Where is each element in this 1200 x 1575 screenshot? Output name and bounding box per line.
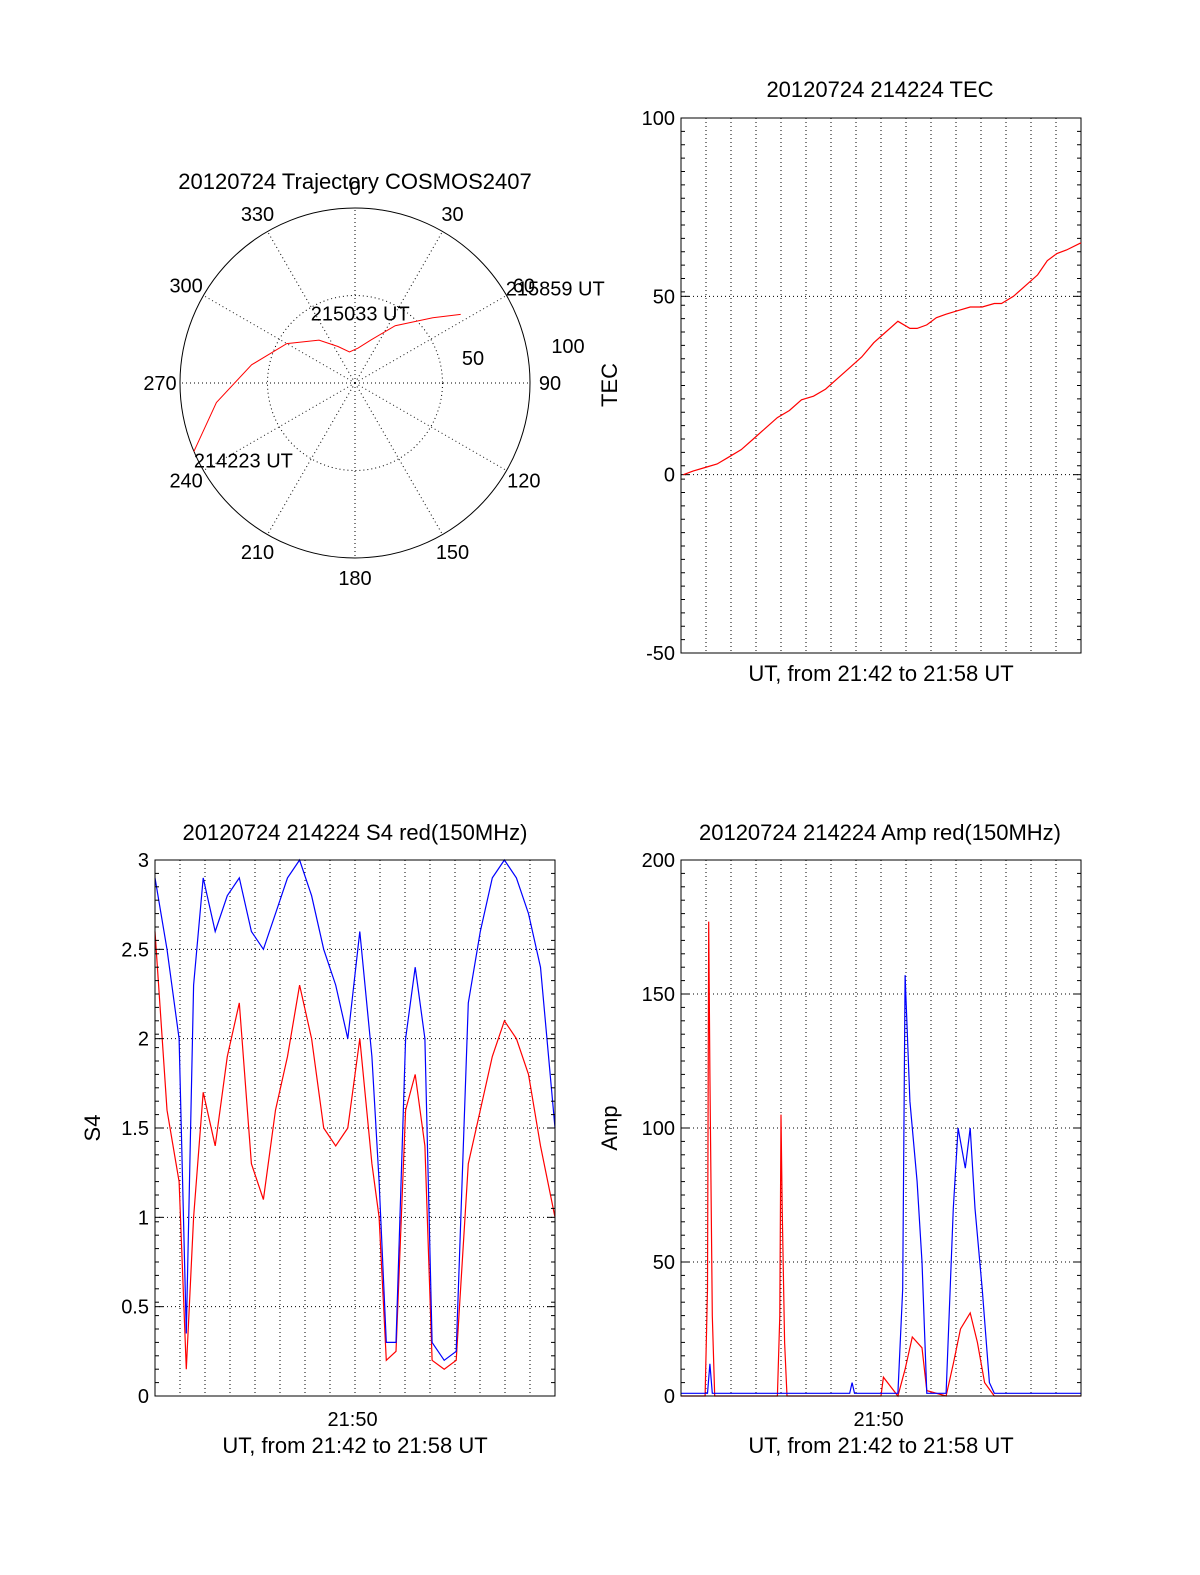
y-tick-label: 2 [138, 1029, 149, 1051]
x-tick-label: 21:50 [328, 1409, 378, 1431]
polar-radius-label: 50 [462, 348, 484, 370]
amp-ticks: 200 150 100 50 0 21:50 [642, 850, 1081, 1431]
polar-azimuth-label: 240 [169, 471, 202, 493]
series-line-0 [681, 921, 1081, 1398]
s4-series [154, 858, 556, 1370]
s4-ylabel: S4 [80, 1115, 105, 1142]
s4-ticks: 3 2.5 2 1.5 1 0.5 0 21:50 [121, 850, 555, 1431]
y-tick-label: 100 [642, 108, 675, 130]
y-tick-label: 2.5 [121, 939, 149, 961]
amp-grid [681, 860, 1081, 1396]
x-tick-label: 21:50 [854, 1409, 904, 1431]
amp-panel: 20120724 214224 Amp red(150MHz) 200 150 10… [597, 820, 1082, 1458]
tec-y-ticks: 100 50 0 -50 [642, 108, 1081, 665]
polar-spoke [354, 382, 443, 535]
s4-xlabel: UT, from 21:42 to 21:58 UT [222, 1433, 487, 1458]
s4-grid [155, 860, 555, 1396]
y-tick-label: 0 [664, 465, 675, 487]
polar-azimuth-label: 0 [349, 178, 360, 200]
polar-azimuth-label: 330 [241, 204, 274, 226]
y-tick-label: 0 [138, 1386, 149, 1408]
y-tick-label: 150 [642, 984, 675, 1006]
polar-radius-label: 100 [551, 336, 584, 358]
series-line-0 [154, 931, 556, 1370]
tec-ylabel: TEC [597, 363, 622, 407]
tec-panel: 20120724 214224 TEC 100 50 0 -50 UT, from 2… [597, 77, 1082, 686]
tec-xlabel: UT, from 21:42 to 21:58 UT [748, 661, 1013, 686]
y-tick-label: 3 [138, 850, 149, 872]
amp-series [681, 921, 1081, 1398]
tec-series [683, 242, 1082, 476]
y-tick-label: 50 [653, 1252, 675, 1274]
y-tick-label: 50 [653, 286, 675, 308]
amp-xlabel: UT, from 21:42 to 21:58 UT [748, 1433, 1013, 1458]
polar-trajectory-panel: 20120724 Trajectory COSMOS2407 0 30 60 90 12… [143, 169, 604, 590]
s4-panel: 20120724 214224 S4 red(150MHz) 3 2.5 2 1.5 1… [80, 820, 556, 1458]
polar-annotation: 214223 UT [194, 450, 293, 472]
polar-azimuth-label: 60 [513, 276, 535, 298]
polar-labels: 0 30 60 90 120 150 180 210 240 270 300 330 50 100 [143, 178, 584, 590]
polar-azimuth-label: 270 [143, 373, 176, 395]
series-line-1 [154, 858, 556, 1362]
polar-azimuth-label: 150 [436, 542, 469, 564]
polar-spoke [354, 382, 507, 471]
y-tick-label: -50 [646, 643, 675, 665]
polar-annotation: 215859 UT [506, 279, 605, 301]
polar-ring-50 [267, 295, 443, 471]
polar-title: 20120724 Trajectory COSMOS2407 [178, 169, 531, 194]
y-tick-label: 0.5 [121, 1297, 149, 1319]
polar-trajectory-line [193, 313, 461, 452]
y-tick-label: 0 [664, 1386, 675, 1408]
y-tick-label: 1.5 [121, 1118, 149, 1140]
polar-azimuth-label: 30 [441, 204, 463, 226]
y-tick-label: 100 [642, 1118, 675, 1140]
polar-azimuth-label: 180 [338, 568, 371, 590]
polar-annotations: 214223 UT 215033 UT 215859 UT [194, 279, 605, 473]
series-line-0 [683, 242, 1082, 476]
amp-ylabel: Amp [597, 1105, 622, 1150]
y-tick-label: 1 [138, 1207, 149, 1229]
tec-grid [681, 118, 1081, 653]
polar-grid [180, 208, 530, 558]
polar-outer-ring [179, 207, 531, 559]
amp-title: 20120724 214224 Amp red(150MHz) [699, 820, 1061, 845]
polar-azimuth-label: 300 [169, 276, 202, 298]
s4-title: 20120724 214224 S4 red(150MHz) [183, 820, 528, 845]
tec-title: 20120724 214224 TEC [766, 77, 993, 102]
polar-azimuth-label: 120 [507, 471, 540, 493]
polar-annotation: 215033 UT [311, 303, 410, 325]
polar-azimuth-label: 90 [539, 373, 561, 395]
y-tick-label: 200 [642, 850, 675, 872]
polar-azimuth-label: 210 [241, 542, 274, 564]
series-line-1 [681, 975, 1081, 1394]
